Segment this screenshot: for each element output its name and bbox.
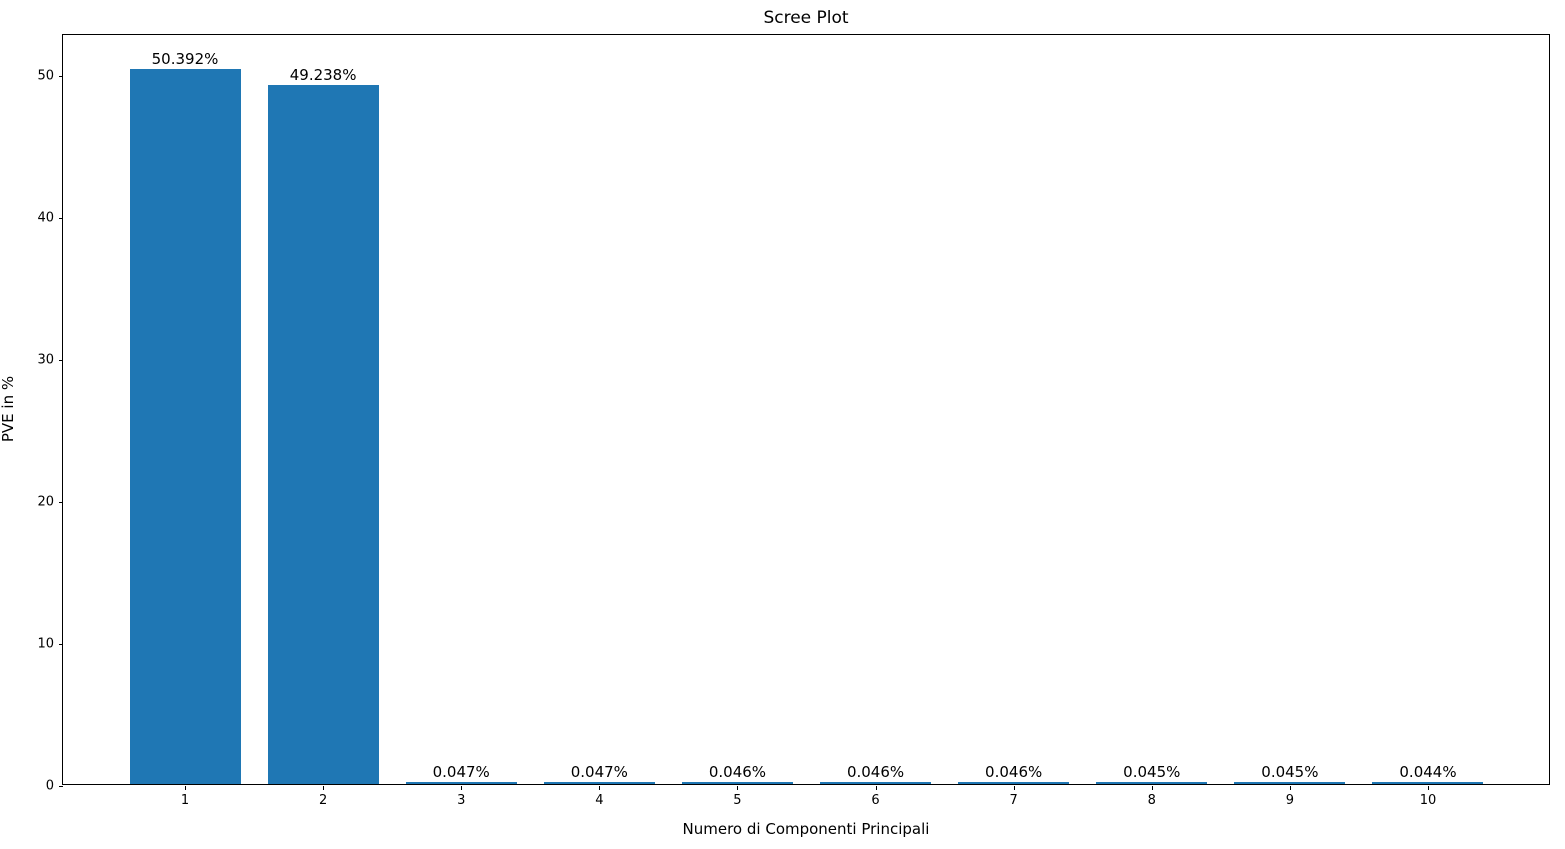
x-tick-mark [323, 786, 325, 790]
bar-value-label: 0.044% [1399, 763, 1457, 781]
x-tick-label: 2 [318, 793, 328, 808]
y-tick-mark [59, 360, 63, 362]
x-tick-mark [1289, 786, 1291, 790]
bar-value-label: 49.238% [289, 66, 357, 84]
x-tick-label: 4 [595, 793, 604, 808]
x-tick-label: 7 [1009, 793, 1018, 808]
x-tick-mark [1151, 786, 1153, 790]
bar [405, 782, 517, 784]
y-tick-mark [59, 76, 63, 78]
bar-value-label: 0.046% [708, 763, 767, 781]
x-tick-mark [1427, 786, 1429, 790]
plot-area: 50.392% 1 49.238% 2 0.047% 3 0.047% 4 0.046% 5 0.0… [37, 34, 1550, 808]
x-tick-mark [1013, 786, 1015, 790]
y-tick-label: 20 [37, 494, 54, 510]
x-tick-label: 10 [1419, 793, 1437, 808]
y-tick-label: 10 [37, 636, 54, 652]
x-tick-label: 9 [1285, 793, 1295, 808]
bar [958, 782, 1070, 784]
y-tick-label: 30 [37, 352, 54, 368]
bar [820, 782, 932, 784]
x-tick-mark [185, 786, 186, 790]
x-tick-label: 8 [1147, 793, 1156, 808]
x-axis-label: Numero di Componenti Principali [682, 820, 930, 838]
x-tick-label: 5 [733, 793, 742, 808]
bar [267, 85, 379, 784]
y-axis-label: PVE in % [0, 375, 17, 443]
y-tick-label: 40 [37, 210, 54, 226]
y-tick-mark [59, 218, 63, 220]
bar [1372, 782, 1484, 784]
x-tick-label: 6 [871, 793, 880, 808]
bar [129, 68, 241, 784]
bar [1234, 782, 1346, 784]
bar-value-label: 0.046% [985, 763, 1043, 781]
bar-value-label: 50.392% [151, 49, 219, 68]
y-tick-label: 0 [45, 778, 54, 794]
bar-value-label: 0.045% [1261, 763, 1319, 781]
bar-value-label: 0.047% [432, 763, 490, 781]
bar-value-label: 0.046% [846, 763, 905, 781]
bar-value-label: 0.045% [1123, 763, 1181, 781]
x-tick-mark [875, 786, 877, 790]
x-tick-label: 3 [457, 793, 466, 808]
y-tick-mark [59, 502, 63, 504]
y-tick-mark [59, 786, 63, 787]
y-tick-mark [59, 644, 63, 646]
bar-value-label: 0.047% [570, 763, 628, 781]
x-tick-label: 1 [180, 793, 190, 808]
bar [1096, 782, 1208, 784]
x-tick-mark [737, 786, 739, 790]
bar [543, 782, 655, 784]
x-tick-mark [461, 786, 463, 790]
x-tick-mark [599, 786, 601, 790]
chart-title: Scree Plot [763, 8, 849, 28]
y-tick-label: 50 [37, 68, 54, 84]
bar [681, 782, 793, 784]
